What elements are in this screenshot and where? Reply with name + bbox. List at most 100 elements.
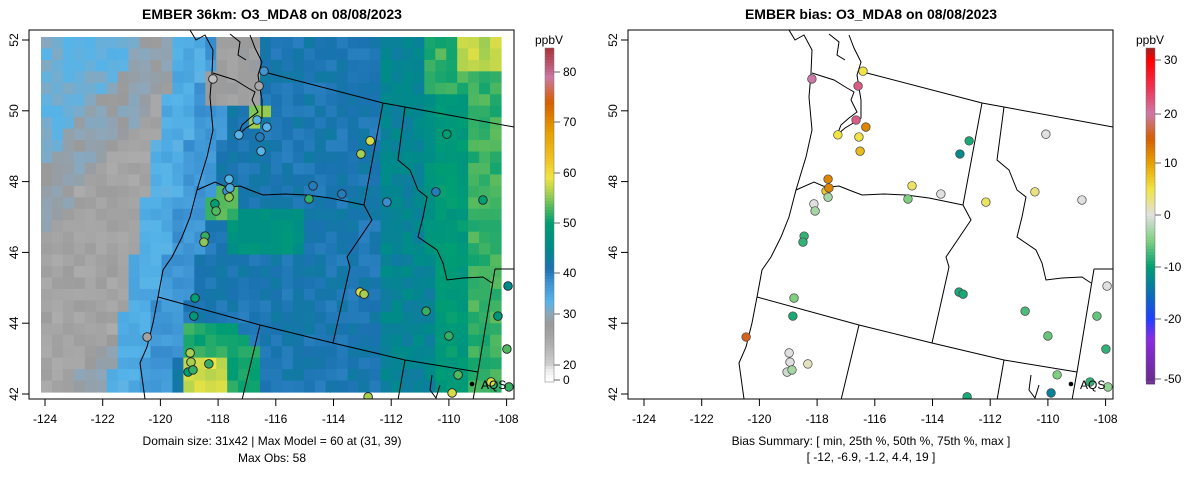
bias-caption-line1: Bias Summary: [ min, 25th %, 50th %, 75t… bbox=[732, 434, 1011, 448]
model-cell bbox=[41, 208, 53, 221]
model-cell bbox=[172, 185, 184, 198]
model-cell bbox=[358, 334, 371, 347]
model-cell bbox=[380, 174, 393, 187]
model-cell bbox=[84, 380, 97, 393]
model-cell bbox=[446, 208, 458, 221]
model-cell bbox=[41, 220, 53, 233]
colorbar-swatch bbox=[1146, 147, 1155, 151]
model-cell bbox=[95, 357, 108, 370]
model-cell bbox=[391, 288, 404, 301]
model-cell bbox=[227, 231, 239, 244]
colorbar-swatch bbox=[1146, 366, 1155, 370]
model-cell bbox=[479, 369, 491, 382]
model-cell bbox=[402, 105, 414, 118]
model-cell bbox=[446, 140, 458, 153]
model-cell bbox=[424, 243, 436, 256]
model-cell bbox=[479, 277, 491, 290]
model-cell bbox=[325, 162, 338, 176]
model-cell bbox=[238, 185, 250, 198]
bias-site-point bbox=[803, 359, 813, 369]
model-cell bbox=[41, 151, 53, 164]
model-cell bbox=[468, 277, 480, 290]
bias-site-point bbox=[964, 136, 974, 146]
model-cell bbox=[490, 162, 502, 176]
model-cell bbox=[457, 117, 469, 130]
model-cell bbox=[117, 311, 130, 324]
model-cell bbox=[238, 94, 250, 107]
model-cell bbox=[62, 220, 75, 233]
model-cell bbox=[468, 288, 480, 301]
obs-site-point bbox=[486, 377, 496, 387]
model-cell bbox=[446, 369, 458, 382]
model-cell bbox=[84, 117, 97, 130]
model-cell bbox=[161, 105, 174, 118]
colorbar-swatch bbox=[545, 276, 554, 280]
model-cell bbox=[369, 185, 382, 198]
model-cell bbox=[336, 37, 349, 50]
model-cell bbox=[281, 311, 294, 324]
colorbar-swatch bbox=[545, 261, 554, 265]
model-cell bbox=[161, 185, 174, 198]
model-cell bbox=[369, 128, 382, 141]
bias-site-point bbox=[787, 365, 797, 375]
model-cell bbox=[41, 105, 53, 118]
model-cell bbox=[424, 208, 436, 221]
model-cell bbox=[457, 197, 469, 210]
model-cell bbox=[402, 254, 414, 267]
model-cell bbox=[457, 380, 469, 393]
colorbar-swatch bbox=[545, 291, 554, 295]
model-cell bbox=[292, 369, 305, 382]
model-cell bbox=[194, 266, 206, 279]
model-cell bbox=[336, 197, 349, 210]
model-cell bbox=[446, 300, 458, 313]
model-cell bbox=[150, 48, 163, 61]
model-cell bbox=[314, 380, 327, 393]
model-cell bbox=[424, 231, 436, 244]
model-cell bbox=[227, 334, 239, 347]
colorbar-swatch bbox=[1146, 348, 1155, 352]
model-cell bbox=[413, 105, 425, 118]
model-cell bbox=[402, 71, 414, 84]
model-cell bbox=[216, 48, 228, 61]
model-cell bbox=[260, 243, 272, 256]
model-cell bbox=[95, 254, 108, 267]
obs-site-point bbox=[365, 136, 375, 146]
model-cell bbox=[336, 220, 349, 233]
model-cell bbox=[62, 323, 75, 336]
model-cell bbox=[271, 71, 283, 84]
model-cell bbox=[325, 334, 338, 347]
model-cell bbox=[457, 140, 469, 153]
bias-site-point bbox=[784, 348, 794, 358]
model-cell bbox=[238, 300, 250, 313]
model-cell bbox=[303, 82, 316, 95]
model-cell bbox=[205, 334, 217, 347]
colorbar-swatch bbox=[545, 246, 554, 250]
colorbar-swatch bbox=[1146, 78, 1155, 82]
colorbar-swatch bbox=[1146, 72, 1155, 76]
model-cell bbox=[292, 37, 305, 50]
model-cell bbox=[446, 254, 458, 267]
model-cell bbox=[227, 300, 239, 313]
model-cell bbox=[446, 288, 458, 301]
colorbar-swatch bbox=[1146, 372, 1155, 376]
model-cell bbox=[73, 277, 86, 290]
model-cell bbox=[205, 117, 217, 130]
model-cell bbox=[314, 369, 327, 382]
model-cell bbox=[380, 231, 393, 244]
model-cell bbox=[336, 82, 349, 95]
model-cell bbox=[271, 208, 283, 221]
model-cell bbox=[457, 277, 469, 290]
model-panel-title: EMBER 36km: O3_MDA8 on 08/08/2023 bbox=[142, 6, 402, 22]
model-cell bbox=[457, 346, 469, 359]
model-cell bbox=[62, 369, 75, 382]
model-cell bbox=[413, 357, 425, 370]
model-cell bbox=[457, 37, 469, 50]
model-cell bbox=[468, 369, 480, 382]
model-cell bbox=[106, 220, 119, 233]
model-cell bbox=[468, 105, 480, 118]
model-cell bbox=[435, 105, 447, 118]
colorbar-swatch bbox=[545, 129, 554, 133]
model-cell bbox=[336, 174, 349, 187]
model-cell bbox=[292, 185, 305, 198]
model-cell bbox=[260, 94, 272, 107]
